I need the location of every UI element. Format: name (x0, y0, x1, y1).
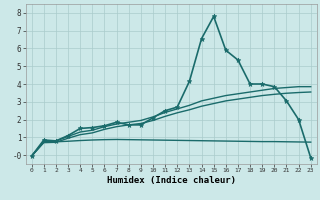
X-axis label: Humidex (Indice chaleur): Humidex (Indice chaleur) (107, 176, 236, 185)
